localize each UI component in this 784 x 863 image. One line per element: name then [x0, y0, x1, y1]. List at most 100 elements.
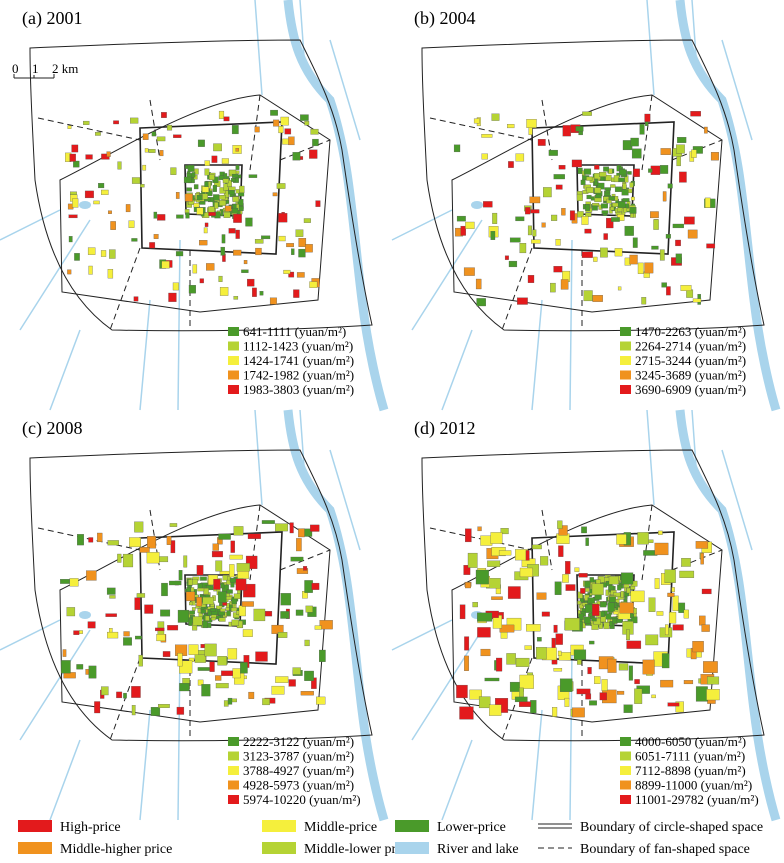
parcel	[177, 707, 184, 714]
parcel	[219, 200, 226, 205]
parcel	[492, 114, 500, 121]
parcel	[70, 578, 79, 586]
parcel	[593, 257, 597, 262]
parcel	[696, 541, 708, 548]
parcel	[205, 169, 209, 176]
parcel	[566, 585, 576, 591]
parcel	[232, 208, 238, 213]
parcel	[576, 126, 584, 131]
parcel	[209, 175, 214, 180]
parcel	[645, 114, 651, 122]
parcel	[464, 637, 469, 651]
parcel	[132, 705, 135, 715]
parcel	[693, 641, 704, 652]
parcel	[229, 622, 232, 627]
parcel	[202, 684, 211, 696]
parcel	[88, 622, 96, 629]
parcel	[681, 558, 690, 566]
parcel	[67, 270, 71, 274]
parcel	[686, 290, 693, 298]
parcel	[620, 603, 634, 614]
parcel	[558, 546, 563, 557]
legend-swatch	[228, 752, 239, 761]
parcel	[205, 616, 209, 621]
parcel	[219, 612, 225, 615]
parcel	[157, 137, 165, 141]
parcel	[556, 185, 562, 190]
parcel	[589, 701, 597, 706]
parcel	[219, 111, 224, 119]
parcel	[630, 207, 637, 213]
parcel	[482, 154, 488, 159]
parcel	[491, 231, 495, 240]
parcel	[140, 547, 150, 552]
parcel	[108, 211, 112, 214]
parcel	[219, 276, 223, 282]
parcel	[456, 685, 467, 698]
parcel	[139, 655, 143, 666]
parcel	[585, 588, 589, 592]
scale-label: 2 km	[52, 61, 78, 76]
parcel	[116, 692, 122, 698]
parcel	[107, 632, 118, 638]
parcel	[60, 579, 69, 583]
parcel	[630, 255, 638, 264]
parcel	[242, 602, 254, 607]
scale-label: 1	[32, 61, 39, 76]
parcel	[297, 272, 304, 277]
parcel	[162, 261, 170, 268]
parcel	[508, 161, 513, 167]
parcel	[143, 134, 148, 140]
parcel	[243, 630, 253, 637]
parcel	[213, 195, 219, 201]
parcel	[310, 525, 319, 532]
parcel	[570, 211, 575, 221]
parcel	[677, 156, 681, 166]
parcel	[176, 251, 183, 256]
parcel	[584, 291, 593, 301]
legend-swatch	[18, 820, 52, 832]
parcel	[67, 607, 75, 616]
parcel	[696, 687, 708, 702]
legend-swatch	[228, 327, 239, 336]
parcel	[599, 172, 606, 177]
parcel	[157, 214, 165, 220]
parcel	[476, 570, 489, 584]
legend-swatch	[620, 385, 631, 394]
parcel	[252, 288, 256, 297]
parcel	[629, 666, 633, 681]
parcel	[299, 249, 306, 257]
parcel	[705, 198, 710, 208]
legend-swatch	[620, 766, 631, 775]
legend-swatch	[620, 737, 631, 746]
parcel	[468, 553, 477, 568]
parcel	[600, 693, 607, 700]
parcel	[530, 700, 536, 713]
parcel	[701, 553, 704, 564]
lake	[79, 611, 91, 619]
parcel	[152, 132, 156, 136]
legend-label: 2222-3122 (yuan/m²)	[243, 734, 354, 749]
parcel	[507, 653, 516, 664]
parcel	[315, 626, 322, 630]
parcel	[123, 693, 126, 698]
parcel	[97, 533, 102, 542]
parcel	[134, 297, 138, 302]
parcel	[691, 111, 701, 116]
parcel	[198, 588, 205, 591]
parcel	[160, 150, 164, 156]
parcel	[173, 283, 179, 290]
parcel	[485, 678, 499, 681]
parcel	[619, 178, 625, 182]
parcel	[531, 210, 540, 214]
parcel	[668, 184, 673, 189]
parcel	[477, 613, 492, 622]
panel-title: (d) 2012	[414, 418, 476, 439]
parcel	[111, 221, 116, 229]
parcel	[702, 589, 711, 594]
parcel	[606, 175, 612, 181]
parcel	[158, 704, 169, 708]
parcel	[231, 541, 235, 553]
parcel	[281, 611, 290, 618]
parcel	[520, 568, 533, 577]
